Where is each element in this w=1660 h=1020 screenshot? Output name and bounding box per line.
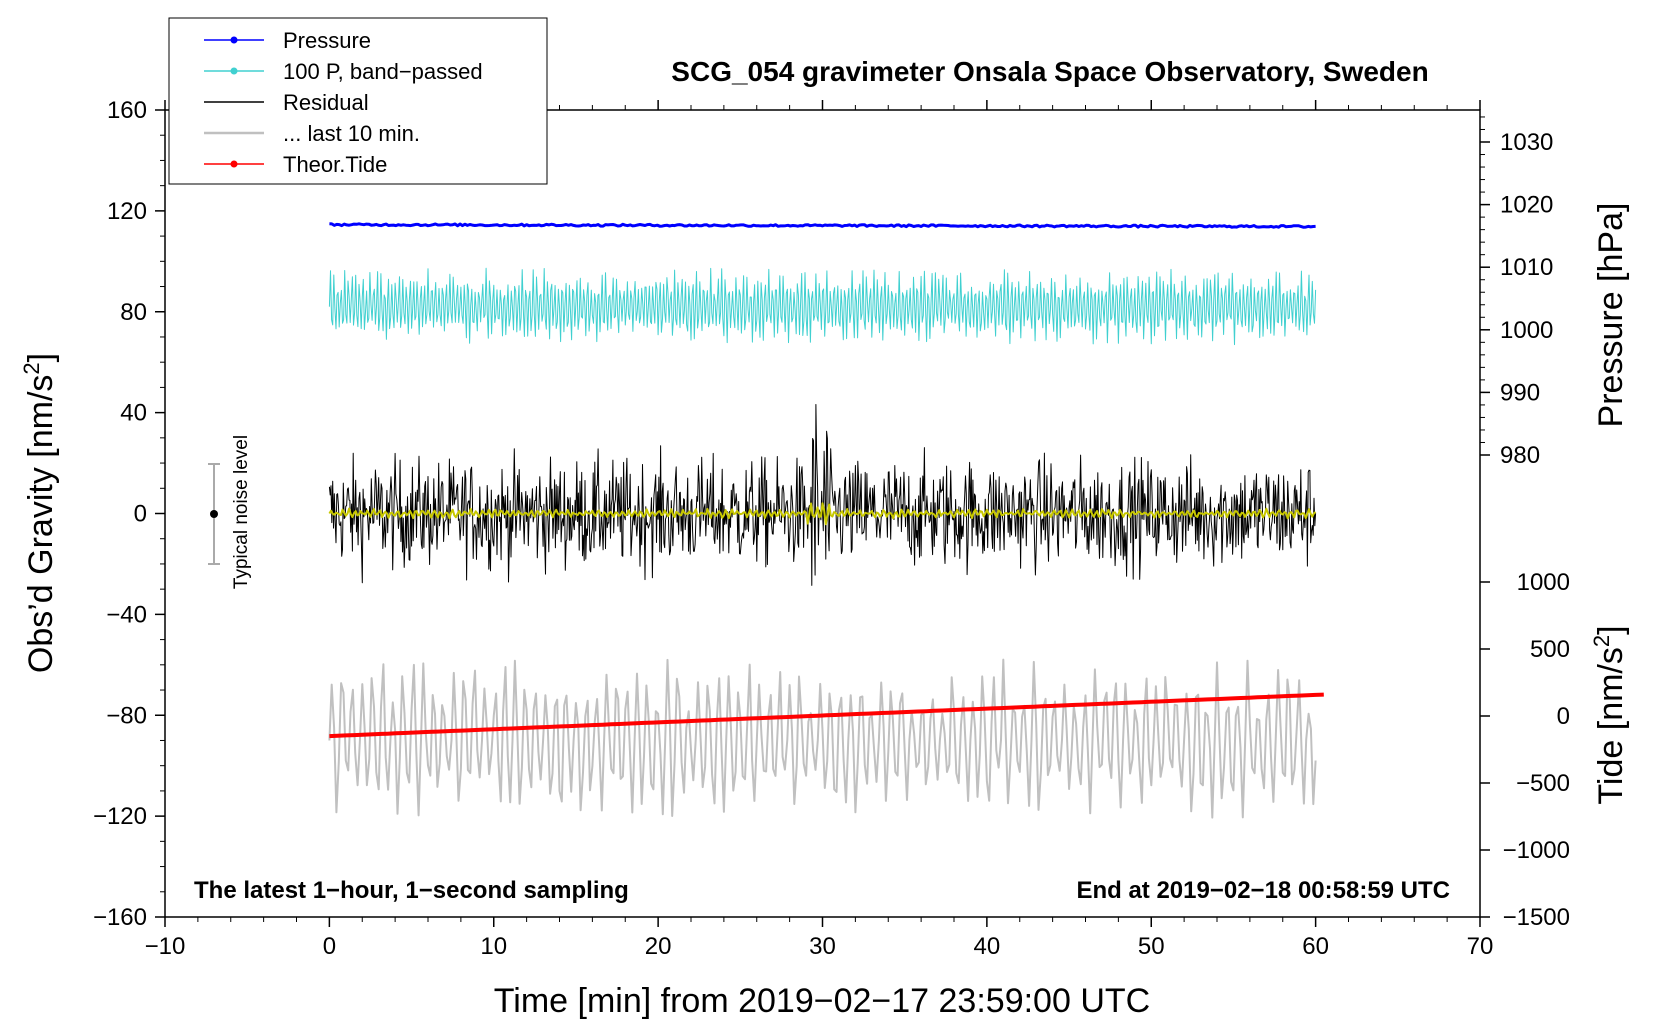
y-axis-title-sup: 2: [19, 362, 44, 374]
x-tick-label: −10: [145, 933, 186, 960]
tide-tick-label: −500: [1516, 770, 1570, 797]
tide-tick-label: −1500: [1503, 904, 1570, 931]
y-tick-label: 80: [120, 299, 147, 326]
tide-axis-title-sup: 2: [1589, 635, 1614, 647]
pressure-axis-title: Pressure [hPa]: [1592, 203, 1630, 428]
x-tick-label: 20: [645, 933, 672, 960]
noise-label: Typical noise level: [231, 435, 252, 589]
y-axis-title: Obs’d Gravity [nm/s2]: [19, 353, 60, 673]
x-tick-label: 10: [480, 933, 507, 960]
x-tick-label: 0: [323, 933, 336, 960]
tide-tick-label: 1000: [1517, 569, 1570, 596]
residual-series-line: [328, 404, 1317, 586]
y-axis-title-close: ]: [22, 353, 60, 362]
tide-tick-label: −1000: [1503, 837, 1570, 864]
y-tick-label: −120: [93, 803, 147, 830]
tide-axis-title-close: ]: [1592, 625, 1630, 634]
legend-swatch-marker: [230, 160, 238, 168]
pressure-tick-label: 1020: [1500, 192, 1553, 219]
theoretical-tide-series-line: [329, 692, 1324, 739]
x-tick-label: 50: [1138, 933, 1165, 960]
y-tick-label: −160: [93, 904, 147, 931]
y-tick-label: 40: [120, 400, 147, 427]
y-tick-label: 0: [134, 501, 147, 528]
y-tick-label: −40: [106, 601, 147, 628]
pressure-series-line: [329, 222, 1316, 229]
legend-swatch-marker: [230, 36, 238, 44]
end-time-note: End at 2019−02−18 00:58:59 UTC: [1076, 877, 1450, 904]
sampling-note: The latest 1−hour, 1−second sampling: [194, 877, 629, 904]
y-tick-label: 120: [107, 198, 147, 225]
chart-title: SCG_054 gravimeter Onsala Space Observat…: [671, 56, 1428, 87]
y-axis-title-main: Obs’d Gravity [nm/s: [22, 375, 60, 674]
tide-axis-title-main: Tide [nm/s: [1592, 647, 1630, 804]
legend-label: Theor.Tide: [283, 152, 387, 177]
noise-bar-center-dot: [210, 510, 218, 518]
x-axis-title: Time [min] from 2019−02−17 23:59:00 UTC: [494, 982, 1150, 1020]
pressure-tick-label: 1010: [1500, 254, 1553, 281]
last-10-min-series-line: [328, 658, 1317, 819]
noise-indicator: Typical noise level: [208, 435, 252, 589]
residual-smoothed-series-line: [328, 502, 1317, 526]
legend-box: [168, 17, 548, 185]
legend-label: Pressure: [283, 28, 371, 53]
band-passed-pressure-series-line: [328, 267, 1317, 346]
tide-tick-label: 0: [1557, 703, 1570, 730]
x-tick-label: 60: [1302, 933, 1329, 960]
legend-label: 100 P, band−passed: [283, 59, 483, 84]
legend-label: ... last 10 min.: [283, 121, 420, 146]
tide-axis-title: Tide [nm/s2]: [1589, 625, 1630, 804]
x-tick-label: 70: [1467, 933, 1494, 960]
y-tick-label: 160: [107, 97, 147, 124]
pressure-tick-label: 1030: [1500, 129, 1553, 156]
x-tick-label: 30: [809, 933, 836, 960]
legend-label: Residual: [283, 90, 369, 115]
legend: Pressure 100 P, band−passed Residual ... la…: [168, 17, 548, 185]
pressure-tick-label: 1000: [1500, 317, 1553, 344]
pressure-tick-label: 990: [1500, 379, 1540, 406]
y-tick-label: −80: [106, 702, 147, 729]
x-tick-label: 40: [974, 933, 1001, 960]
tide-tick-label: 500: [1530, 636, 1570, 663]
pressure-tick-label: 980: [1500, 442, 1540, 469]
legend-swatch-marker: [230, 67, 238, 75]
